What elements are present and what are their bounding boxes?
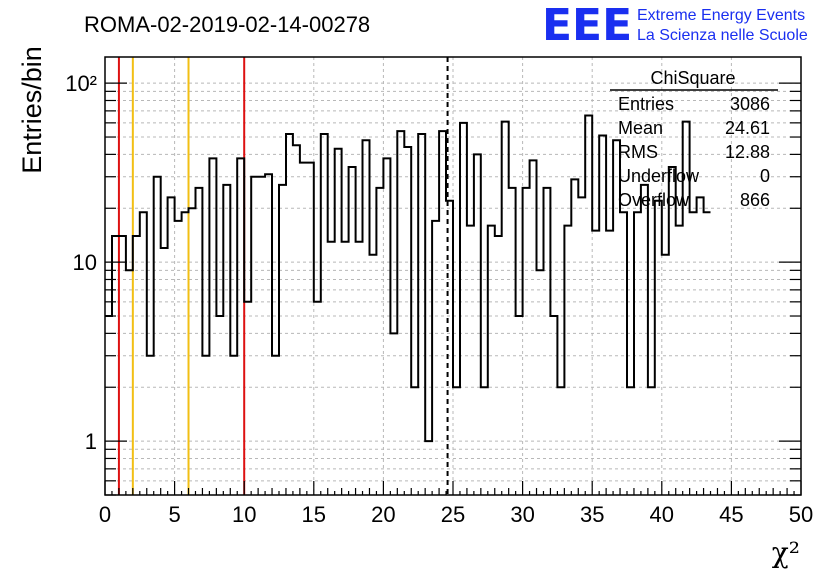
x-tick-label: 30 [510, 502, 534, 527]
stats-value: 0 [760, 166, 770, 186]
stats-value: 3086 [730, 94, 770, 114]
x-tick-label: 10 [232, 502, 256, 527]
y-tick-label: 1 [85, 429, 97, 454]
stats-value: 24.61 [725, 118, 770, 138]
logo-line-2: La Scienza nelle Scuole [637, 27, 808, 44]
stats-label: RMS [618, 142, 658, 162]
x-tick-label: 0 [99, 502, 111, 527]
eee-logo-mark: EEE [542, 0, 632, 51]
histogram-line [105, 114, 711, 443]
stats-label: Entries [618, 94, 674, 114]
stats-box: ChiSquare Entries 3086 Mean 24.61 RMS 12.88 Un… [610, 68, 778, 210]
x-tick-label: 50 [789, 502, 813, 527]
stats-value: 12.88 [725, 142, 770, 162]
logo-line-1: Extreme Energy Events [637, 7, 805, 24]
x-tick-label: 5 [168, 502, 180, 527]
x-axis-title: χ² [772, 536, 800, 569]
y-axis-title: Entries/bin [17, 46, 47, 174]
y-tick-label: 10² [65, 71, 97, 96]
eee-logo: EEE Extreme Energy Events La Scienza nel… [542, 0, 808, 51]
x-tick-label: 20 [371, 502, 395, 527]
stats-label: Overflow [618, 190, 690, 210]
x-tick-label: 25 [441, 502, 465, 527]
x-tick-label: 45 [719, 502, 743, 527]
x-tick-label: 35 [580, 502, 604, 527]
x-axis: 0 5 10 15 20 25 30 35 40 45 50 [99, 481, 813, 527]
stats-label: Underflow [618, 166, 700, 186]
stats-value: 866 [740, 190, 770, 210]
x-tick-label: 15 [302, 502, 326, 527]
x-tick-label: 40 [650, 502, 674, 527]
y-axis: 1 10 10² [65, 71, 801, 496]
chart-title: ROMA-02-2019-02-14-00278 [84, 12, 370, 37]
stats-title: ChiSquare [650, 68, 735, 88]
y-tick-label: 10 [73, 250, 97, 275]
stats-label: Mean [618, 118, 663, 138]
